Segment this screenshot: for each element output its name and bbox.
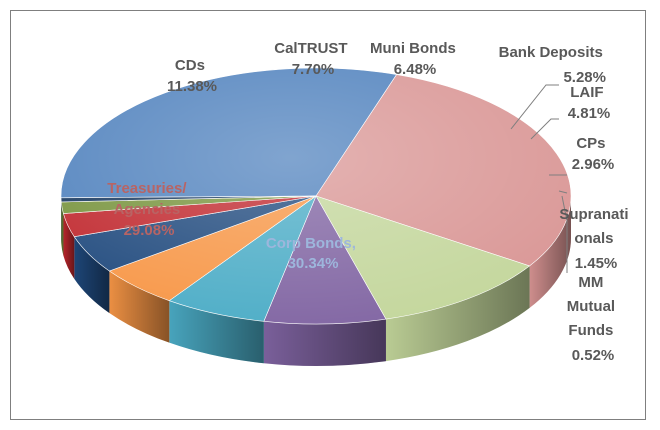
- label-corp-bonds-value: 30.34%: [288, 255, 339, 272]
- label-caltrust-name: CalTRUST: [274, 40, 347, 57]
- side-shade: [109, 270, 170, 343]
- label-laif: LAIF 4.81%: [568, 84, 611, 122]
- label-treasuries-value: 29.08%: [124, 222, 175, 239]
- leader-line-laif: [530, 118, 559, 140]
- label-laif-value: 4.81%: [568, 105, 611, 122]
- side-supranationals: [61, 201, 64, 256]
- label-corp-bonds-name: Corp Bonds,: [266, 235, 356, 252]
- label-mm-mutual-funds: MM Mutual Funds 0.52%: [567, 274, 620, 364]
- label-cps-value: 2.96%: [572, 156, 615, 173]
- label-cds-value: 11.38%: [167, 78, 217, 95]
- label-treasuries-line1: Treasuries/: [107, 180, 187, 197]
- label-supranationals-line1: Supranati: [559, 206, 628, 223]
- label-treasuries-line2: Agencies: [114, 201, 181, 218]
- side-shade: [63, 213, 75, 279]
- side-treasuries-agencies: [529, 196, 571, 308]
- label-muni-bonds-name: Muni Bonds: [370, 40, 456, 57]
- label-cds: CDs 11.38%: [167, 57, 217, 95]
- label-supranationals-value: 1.45%: [575, 255, 618, 272]
- side-shade: [61, 201, 64, 256]
- side-bank-deposits: [109, 270, 170, 343]
- side-shade: [385, 265, 530, 362]
- label-bank-deposits-value: 5.28%: [563, 69, 606, 86]
- side-muni-bonds: [169, 300, 264, 364]
- label-supranationals: Supranati onals 1.45%: [559, 206, 632, 272]
- label-muni-bonds: Muni Bonds 6.48%: [370, 40, 460, 78]
- leader-line-supranationals: [558, 190, 568, 194]
- label-bank-deposits-name: Bank Deposits: [499, 44, 603, 61]
- side-cds: [385, 265, 530, 362]
- label-bank-deposits: Bank Deposits 5.28%: [499, 44, 607, 86]
- leader-line-mm-mutual-funds: [561, 195, 568, 273]
- label-muni-bonds-value: 6.48%: [394, 61, 437, 78]
- label-caltrust-value: 7.70%: [292, 61, 335, 78]
- pie-highlight: [61, 68, 571, 324]
- label-mm-line2: Mutual: [567, 298, 615, 315]
- label-treasuries: Treasuries/ Agencies 29.08%: [107, 180, 190, 239]
- side-shade: [529, 196, 571, 308]
- label-mm-line1: MM: [578, 274, 603, 291]
- label-mm-line3: Funds: [568, 322, 613, 339]
- label-laif-name: LAIF: [570, 84, 603, 101]
- label-cps: CPs 2.96%: [572, 135, 615, 173]
- label-caltrust: CalTRUST 7.70%: [274, 40, 352, 78]
- chart-frame: Corp Bonds, 30.34% Treasuries/ Agencies …: [10, 10, 646, 420]
- label-corp-bonds: Corp Bonds, 30.34%: [266, 235, 360, 272]
- side-caltrust: [263, 319, 386, 366]
- label-cps-name: CPs: [576, 135, 605, 152]
- pie-chart: Corp Bonds, 30.34% Treasuries/ Agencies …: [60, 40, 632, 366]
- label-supranationals-line2: onals: [574, 230, 613, 247]
- label-cds-name: CDs: [175, 57, 205, 74]
- side-shade: [169, 300, 264, 364]
- side-cps: [63, 213, 75, 279]
- side-laif: [74, 236, 110, 313]
- side-shade: [263, 319, 386, 366]
- label-mm-value: 0.52%: [572, 347, 615, 364]
- side-shade: [74, 236, 110, 313]
- leader-line-bank-deposits: [510, 84, 559, 130]
